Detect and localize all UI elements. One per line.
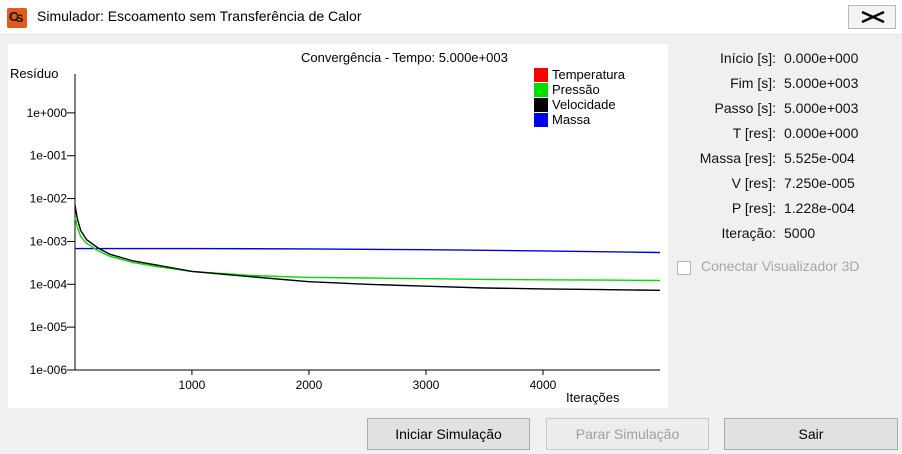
chart-svg: Convergência - Tempo: 5.000e+003 Resíduo I… bbox=[10, 50, 661, 405]
y-tick-label: 1e-004 bbox=[30, 277, 68, 291]
start-simulation-button[interactable]: Iniciar Simulação bbox=[367, 418, 530, 450]
title-bar: C S Simulador: Escoamento sem Transferên… bbox=[0, 0, 902, 35]
y-tick-label: 1e-005 bbox=[30, 320, 68, 334]
x-tick-label: 1000 bbox=[179, 378, 206, 392]
chart-title: Convergência - Tempo: 5.000e+003 bbox=[301, 50, 508, 65]
info-row-inicio: Início [s]: 0.000e+000 bbox=[719, 50, 859, 66]
y-tick-label: 1e-003 bbox=[30, 234, 68, 248]
info-row-iteracao: Iteração: 5000 bbox=[721, 225, 816, 241]
info-row-massa-res: Massa [res]: 5.525e-004 bbox=[699, 150, 855, 166]
close-x-icon bbox=[861, 11, 885, 23]
legend-entry: Massa bbox=[552, 112, 591, 127]
legend-swatch bbox=[534, 83, 548, 97]
y-tick-label: 1e-002 bbox=[30, 192, 68, 206]
x-tick-label: 2000 bbox=[296, 378, 323, 392]
x-tick-label: 4000 bbox=[530, 378, 557, 392]
y-tick-label: 1e-001 bbox=[30, 149, 68, 163]
y-tick-label: 1e-006 bbox=[30, 363, 68, 377]
app-logo-icon: C S bbox=[7, 8, 27, 28]
checkbox-label: Conectar Visualizador 3D bbox=[701, 258, 860, 274]
info-row-fim: Fim [s]: 5.000e+003 bbox=[730, 75, 859, 91]
legend-swatch bbox=[534, 68, 548, 82]
convergence-chart: Convergência - Tempo: 5.000e+003 Resíduo I… bbox=[8, 44, 668, 408]
close-button[interactable] bbox=[848, 5, 896, 29]
legend-entry: Temperatura bbox=[552, 67, 626, 82]
info-row-v-res: V [res]: 7.250e-005 bbox=[731, 175, 855, 191]
window-title: Simulador: Escoamento sem Transferência … bbox=[37, 8, 362, 24]
stop-simulation-button[interactable]: Parar Simulação bbox=[546, 418, 709, 450]
exit-button[interactable]: Sair bbox=[724, 418, 898, 450]
legend-entry: Velocidade bbox=[552, 97, 616, 112]
checkbox-box[interactable] bbox=[677, 261, 691, 275]
y-axis-label: Resíduo bbox=[10, 66, 58, 81]
info-row-t-res: T [res]: 0.000e+000 bbox=[732, 125, 859, 141]
info-row-p-res: P [res]: 1.228e-004 bbox=[731, 200, 855, 216]
legend-swatch bbox=[534, 98, 548, 112]
legend-swatch bbox=[534, 113, 548, 127]
info-row-passo: Passo [s]: 5.000e+003 bbox=[714, 100, 859, 116]
x-axis-label: Iterações bbox=[566, 390, 620, 405]
x-tick-label: 3000 bbox=[413, 378, 440, 392]
velocity-line bbox=[74, 205, 661, 291]
legend-entry: Pressão bbox=[552, 82, 600, 97]
mass-line bbox=[75, 247, 661, 254]
connect-3d-checkbox[interactable]: Conectar Visualizador 3D bbox=[677, 258, 902, 278]
y-tick-label: 1e+000 bbox=[27, 106, 68, 120]
